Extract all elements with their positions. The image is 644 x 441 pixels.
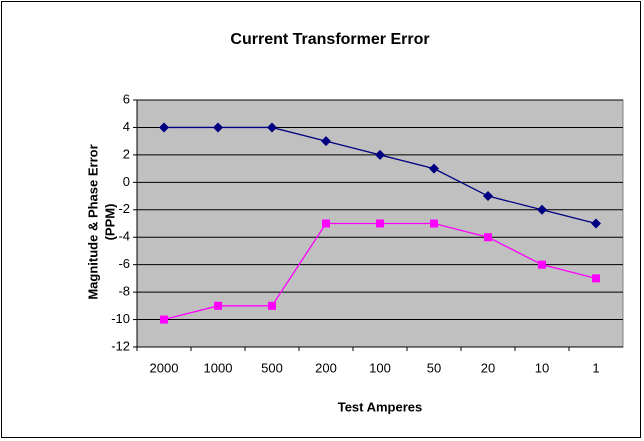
y-axis-label: (PPM) <box>102 204 117 241</box>
marker <box>321 136 331 147</box>
marker <box>268 301 276 310</box>
marker <box>322 219 330 228</box>
marker <box>537 204 547 215</box>
marker <box>484 233 492 242</box>
x-tick-label: 500 <box>261 360 283 375</box>
x-tick-label: 200 <box>315 360 337 375</box>
x-tick-label: 2000 <box>150 360 179 375</box>
marker <box>160 315 168 324</box>
y-tick-label: -8 <box>118 284 130 299</box>
marker <box>376 219 384 228</box>
marker <box>430 219 438 228</box>
marker <box>267 122 277 133</box>
marker <box>592 274 600 283</box>
y-tick-label: -10 <box>111 311 130 326</box>
marker <box>483 191 493 202</box>
x-tick-label: 1 <box>592 360 599 375</box>
chart-title: Current Transformer Error <box>230 31 429 48</box>
x-tick-label: 50 <box>427 360 441 375</box>
y-tick-label: -2 <box>118 201 130 216</box>
y-tick-label: -12 <box>111 338 130 353</box>
marker <box>375 149 385 160</box>
marker <box>538 260 546 269</box>
y-tick-label: -6 <box>118 256 130 271</box>
y-tick-label: -4 <box>118 229 130 244</box>
y-tick-label: 2 <box>123 146 130 161</box>
y-tick-label: 6 <box>123 91 130 106</box>
marker <box>214 301 222 310</box>
marker <box>159 122 169 133</box>
x-axis-label: Test Amperes <box>338 399 423 414</box>
marker <box>429 163 439 174</box>
marker <box>213 122 223 133</box>
x-tick-label: 100 <box>369 360 391 375</box>
x-tick-label: 10 <box>535 360 549 375</box>
x-tick-label: 1000 <box>204 360 233 375</box>
marker <box>591 218 601 229</box>
y-axis-label: Magnitude & Phase Error <box>85 144 100 299</box>
y-tick-label: 0 <box>123 174 130 189</box>
y-tick-label: 4 <box>123 119 130 134</box>
x-tick-label: 20 <box>481 360 495 375</box>
